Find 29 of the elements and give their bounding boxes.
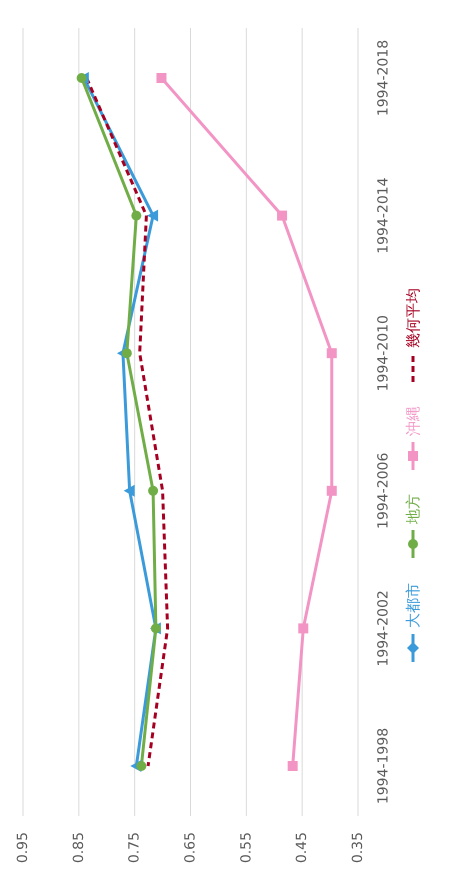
text: 大都市 — [404, 583, 422, 628]
point — [288, 761, 298, 771]
text: 幾何平均 — [404, 288, 422, 348]
point — [122, 348, 132, 358]
x-tick-label: 0.65 — [182, 832, 198, 864]
x-tick-label: 0.35 — [350, 832, 366, 864]
point — [148, 486, 158, 496]
point — [298, 623, 308, 634]
point — [147, 210, 158, 222]
y-tick-label: 1994-2002 — [376, 590, 392, 667]
text: 沖縄 — [404, 406, 422, 436]
y-tick-label: 1994-2006 — [376, 452, 392, 529]
y-tick-label: 1994-2018 — [376, 40, 392, 116]
x-tick-label: 0.45 — [294, 832, 310, 864]
y-tick-label: 1994-1998 — [376, 728, 392, 804]
point — [326, 348, 337, 358]
x-tick-label: 0.55 — [238, 832, 254, 864]
text: 地方 — [404, 494, 422, 525]
x-tick-label: 0.75 — [126, 832, 143, 864]
y-tick-label: 1994-2014 — [376, 177, 392, 254]
point — [277, 210, 288, 221]
x-tick-label: 0.95 — [15, 832, 31, 864]
x-tick-label: 0.85 — [70, 832, 87, 864]
point — [131, 210, 142, 221]
y-tick-label: 1994-2010 — [376, 315, 392, 392]
point — [326, 486, 337, 496]
point — [136, 761, 146, 771]
point — [156, 73, 166, 83]
point — [124, 484, 135, 497]
